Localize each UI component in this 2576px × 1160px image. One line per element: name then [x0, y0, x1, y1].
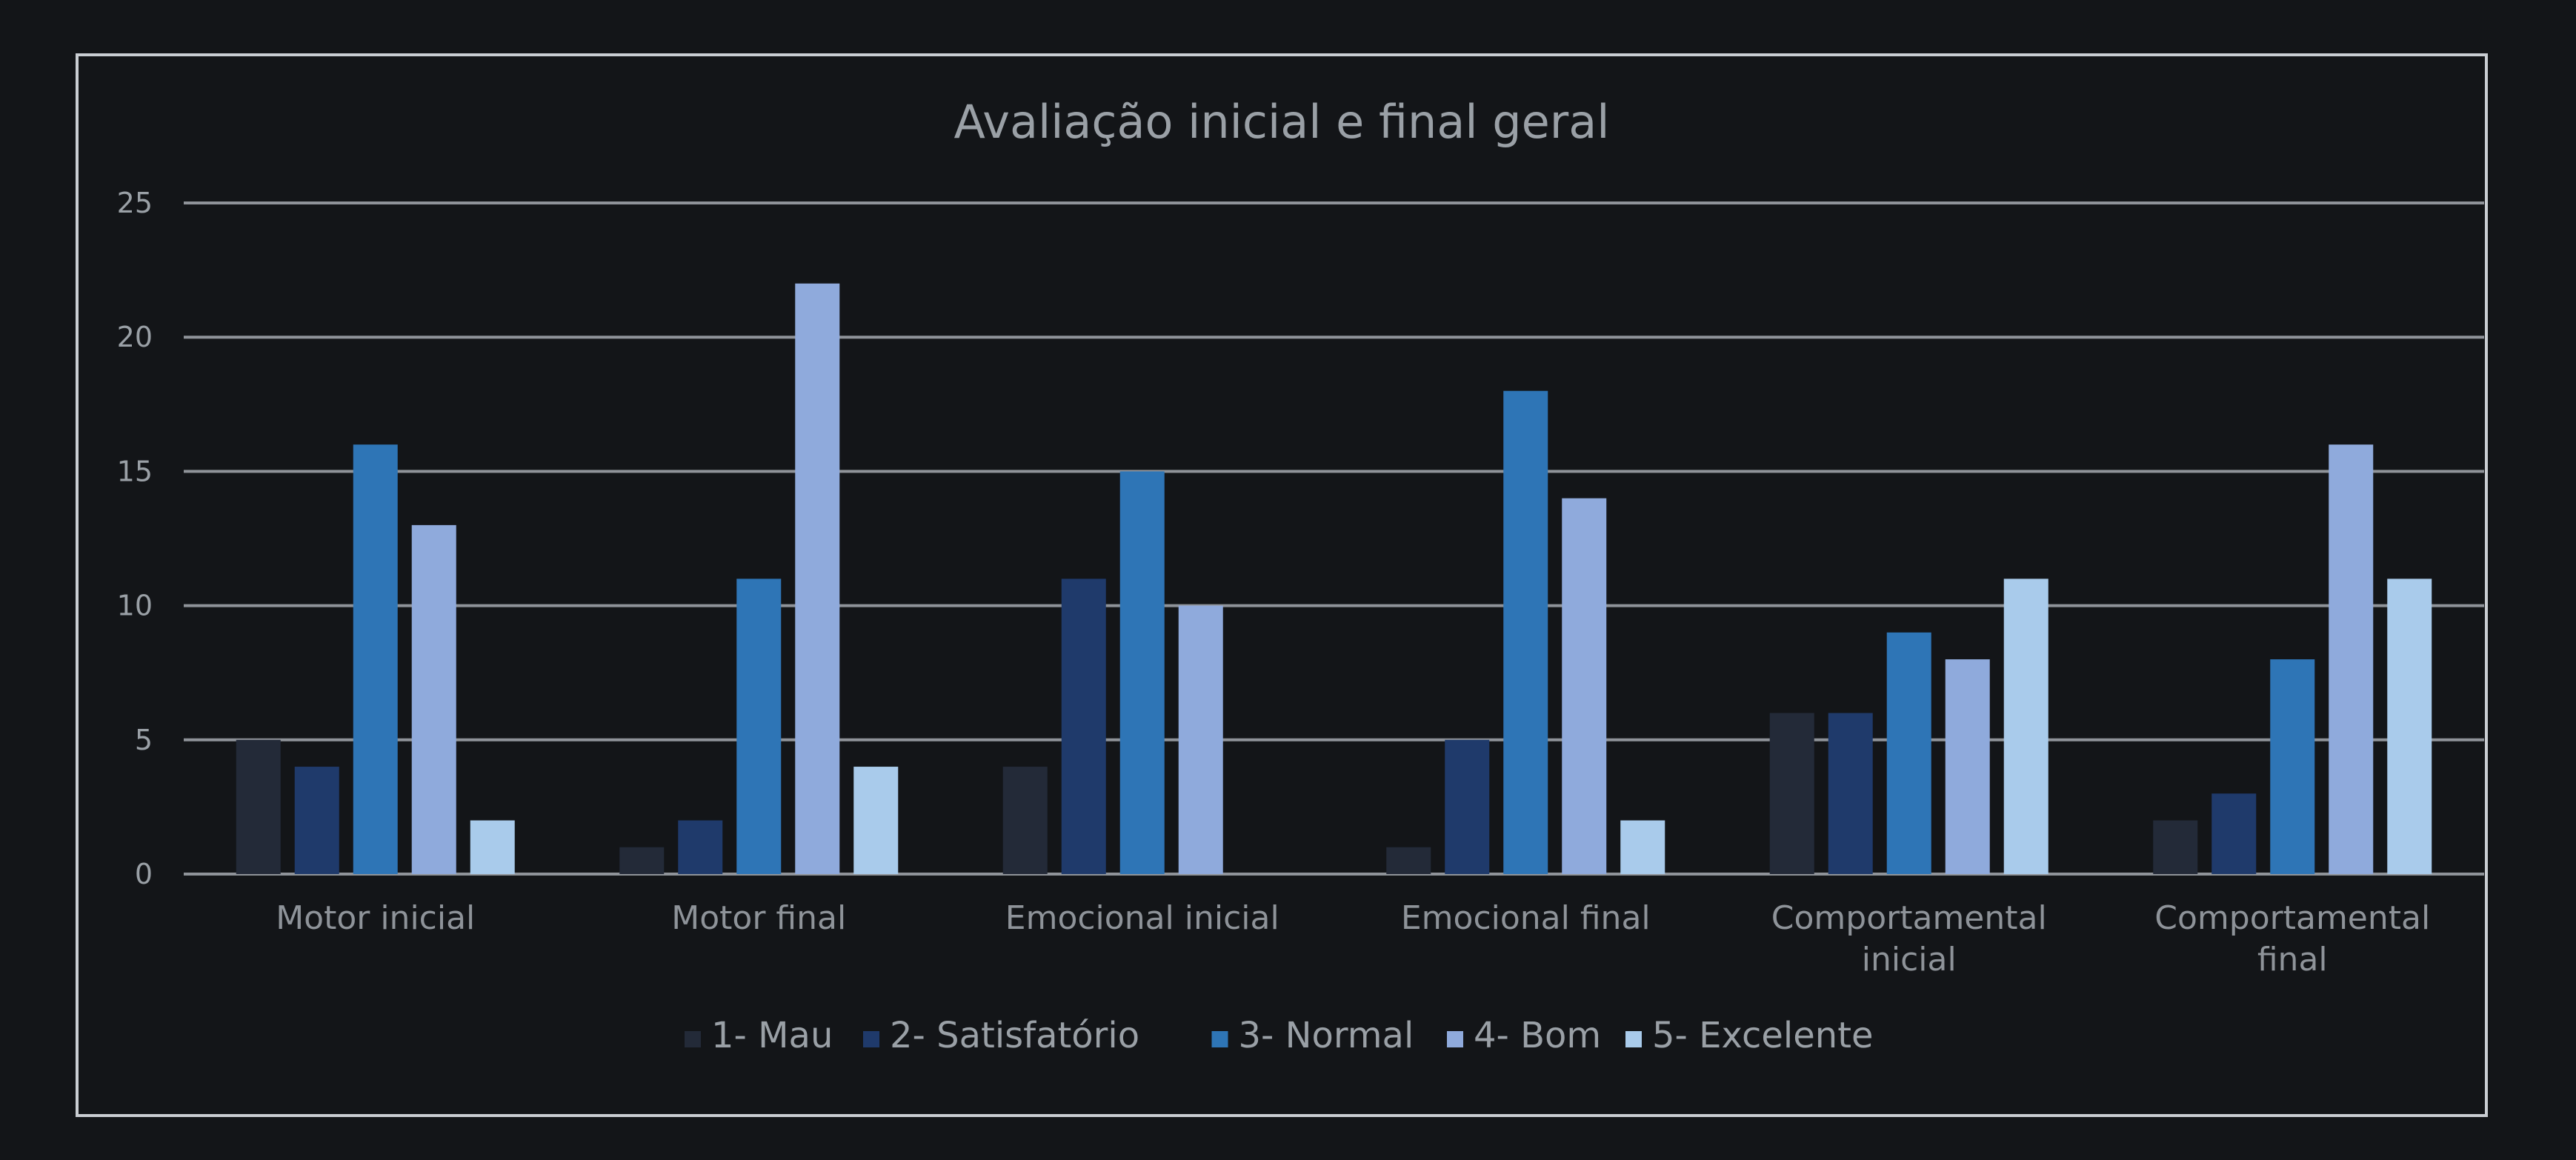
bar — [2211, 793, 2257, 874]
y-tick-label: 10 — [117, 590, 153, 622]
legend: 1- Mau 2- Satisfatório 3- Normal 4- Bom 5- E… — [685, 1015, 1874, 1056]
legend-label: 3- Normal — [1239, 1015, 1414, 1056]
x-category-label: Comportamental — [2154, 899, 2430, 937]
x-category-label: Comportamental — [1771, 899, 2047, 937]
bar — [1061, 579, 1106, 874]
bar — [853, 767, 899, 874]
legend-swatch — [1447, 1031, 1463, 1047]
bar — [1002, 767, 1048, 874]
bar — [1620, 820, 1665, 874]
bar — [2270, 659, 2315, 874]
bar — [1828, 713, 1873, 874]
chart-title: Avaliação inicial e final geral — [954, 95, 1610, 149]
x-category-label: Motor inicial — [276, 899, 475, 937]
legend-label: 2- Satisfatório — [890, 1015, 1139, 1056]
bar — [2387, 579, 2432, 874]
legend-swatch — [1211, 1031, 1228, 1047]
gridlines — [184, 201, 2484, 876]
x-category-label: inicial — [1862, 941, 1957, 979]
x-category-label: Emocional final — [1401, 899, 1651, 937]
bar — [2329, 444, 2374, 874]
legend-swatch — [863, 1031, 879, 1047]
legend-swatch — [685, 1031, 701, 1047]
chart-border — [76, 53, 2488, 1117]
y-tick-label: 15 — [117, 455, 153, 487]
legend-label: 1- Mau — [711, 1015, 833, 1056]
bar — [795, 283, 840, 875]
y-tick-label: 25 — [117, 187, 153, 219]
bar — [1445, 739, 1490, 874]
bar — [470, 820, 515, 874]
bar — [2153, 820, 2198, 874]
bar — [236, 739, 281, 874]
bar — [619, 847, 665, 874]
bar — [1562, 498, 1607, 874]
bar — [1769, 713, 1814, 874]
legend-swatch — [1625, 1031, 1642, 1047]
legend-label: 5- Excelente — [1652, 1015, 1874, 1056]
bar — [1503, 390, 1548, 874]
bar — [1178, 605, 1223, 874]
y-tick-label: 0 — [135, 858, 153, 890]
x-category-label: Emocional inicial — [1005, 899, 1279, 937]
bar — [678, 820, 723, 874]
y-axis-ticks: 0 5 10 15 20 25 — [117, 187, 153, 890]
bar — [294, 767, 339, 874]
bar — [2003, 579, 2049, 874]
bars — [236, 283, 2432, 875]
bar — [1386, 847, 1431, 874]
x-axis-categories: Motor inicial Motor final Emocional inicia… — [276, 899, 2430, 979]
y-tick-label: 5 — [135, 724, 153, 756]
legend-label: 4- Bom — [1474, 1015, 1601, 1056]
x-category-label: Motor final — [671, 899, 846, 937]
bar — [1886, 632, 1931, 874]
bar — [1119, 471, 1165, 874]
bar — [353, 444, 398, 874]
bar — [411, 524, 456, 874]
bar — [736, 579, 782, 874]
y-tick-label: 20 — [117, 321, 153, 353]
x-category-label: final — [2257, 941, 2328, 979]
bar — [1945, 659, 1990, 874]
